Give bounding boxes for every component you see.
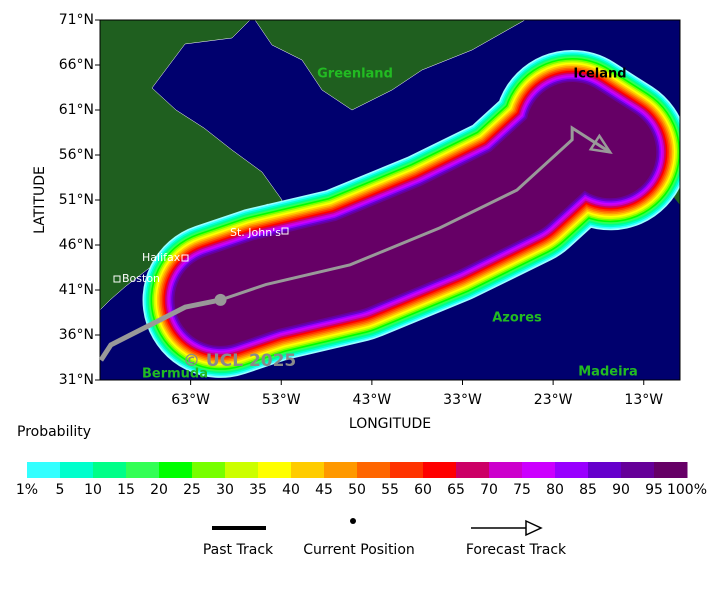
- y-tick-label: 66°N: [59, 57, 94, 73]
- x-tick-label: 63°W: [171, 392, 210, 408]
- colorbar-title: Probability: [17, 424, 91, 440]
- watermark: © UCL 2025: [183, 351, 296, 371]
- colorbar-cell: [588, 462, 622, 478]
- colorbar-label: 15: [117, 482, 135, 498]
- colorbar-label: 25: [183, 482, 201, 498]
- legend-current-position: [350, 518, 356, 524]
- x-axis-title: LONGITUDE: [349, 416, 431, 432]
- y-tick-label: 61°N: [59, 102, 94, 118]
- colorbar-label: 65: [447, 482, 465, 498]
- place-label: Iceland: [573, 67, 626, 82]
- colorbar-label: 1%: [16, 482, 38, 498]
- greenland-land: [254, 20, 526, 111]
- y-tick-label: 56°N: [59, 147, 94, 163]
- colorbar-cell: [522, 462, 556, 478]
- x-tick-label: 33°W: [443, 392, 482, 408]
- colorbar-cell: [555, 462, 589, 478]
- legend-label: Current Position: [303, 542, 415, 558]
- colorbar-label: 60: [414, 482, 432, 498]
- city-marker: [181, 254, 189, 262]
- colorbar-cell: [225, 462, 259, 478]
- past-track: [98, 297, 222, 362]
- place-label: Halifax: [142, 251, 181, 264]
- y-tick-label: 41°N: [59, 282, 94, 298]
- colorbar-label: 30: [216, 482, 234, 498]
- forecast-arrowhead: [588, 133, 613, 154]
- place-label: Bermuda: [142, 367, 208, 382]
- y-tick-label: 36°N: [59, 327, 94, 343]
- colorbar-label: 100%: [667, 482, 707, 498]
- colorbar-cell: [456, 462, 490, 478]
- colorbar-cell: [192, 462, 226, 478]
- legend-label: Past Track: [203, 542, 274, 558]
- place-label: St. John's: [230, 226, 281, 239]
- colorbar-label: 90: [612, 482, 630, 498]
- colorbar-label: 45: [315, 482, 333, 498]
- colorbar-cell: [60, 462, 94, 478]
- place-label: Madeira: [578, 365, 637, 380]
- place-label: Azores: [492, 311, 542, 326]
- colorbar-cell: [93, 462, 127, 478]
- tracks: [98, 125, 613, 362]
- legend-label: Forecast Track: [466, 542, 567, 558]
- colorbar-label: 80: [546, 482, 564, 498]
- colorbar-label: 55: [381, 482, 399, 498]
- colorbar-label: 40: [282, 482, 300, 498]
- y-axis-title: LATITUDE: [32, 166, 48, 234]
- colorbar-label: 20: [150, 482, 168, 498]
- forecast-track: [220, 125, 612, 302]
- y-tick-label: 51°N: [59, 192, 94, 208]
- city-marker: [281, 227, 289, 235]
- colorbar-label: 10: [84, 482, 102, 498]
- colorbar-cell: [489, 462, 523, 478]
- city-marker: [113, 275, 121, 283]
- colorbar-label: 35: [249, 482, 267, 498]
- x-tick-label: 53°W: [262, 392, 301, 408]
- x-tick-label: 43°W: [353, 392, 392, 408]
- colorbar-cell: [324, 462, 358, 478]
- colorbar-cell: [159, 462, 193, 478]
- colorbar-label: 95: [645, 482, 663, 498]
- y-tick-label: 46°N: [59, 237, 94, 253]
- colorbar-cell: [357, 462, 391, 478]
- colorbar-label: 5: [56, 482, 65, 498]
- colorbar-label: 75: [513, 482, 531, 498]
- colorbar-cell: [258, 462, 292, 478]
- colorbar-label: 70: [480, 482, 498, 498]
- colorbar-label: 50: [348, 482, 366, 498]
- colorbar-cell: [291, 462, 325, 478]
- colorbar-cell: [126, 462, 160, 478]
- colorbar-cell: [423, 462, 457, 478]
- place-label: Greenland: [317, 67, 393, 82]
- colorbar-cell: [27, 462, 61, 478]
- y-tick-label: 71°N: [59, 12, 94, 28]
- colorbar-cell: [390, 462, 424, 478]
- place-label: Boston: [122, 272, 160, 285]
- legend-forecast-track: [471, 519, 543, 537]
- colorbar-cell: [654, 462, 688, 478]
- y-tick-label: 31°N: [59, 372, 94, 388]
- x-tick-label: 13°W: [624, 392, 663, 408]
- colorbar-label: 85: [579, 482, 597, 498]
- current-position: [214, 293, 227, 306]
- x-tick-label: 23°W: [534, 392, 573, 408]
- colorbar-cell: [621, 462, 655, 478]
